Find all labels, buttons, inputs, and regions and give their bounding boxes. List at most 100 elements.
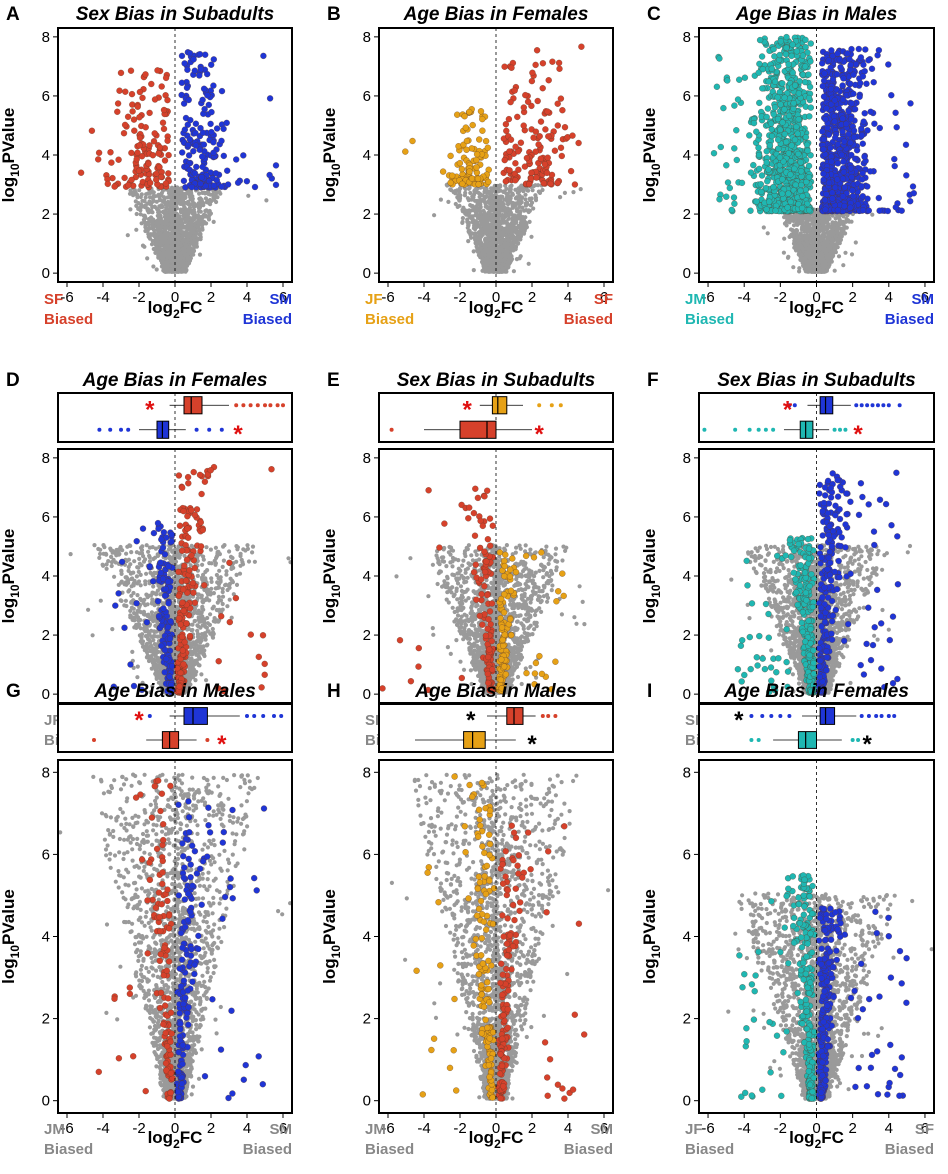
background-point bbox=[485, 222, 490, 227]
sig-point bbox=[474, 175, 482, 182]
sig-point bbox=[508, 64, 515, 71]
sig-point bbox=[545, 77, 552, 84]
x-tick-label: -4 bbox=[96, 289, 109, 306]
background-point bbox=[491, 231, 496, 236]
background-point bbox=[160, 247, 166, 252]
background-point bbox=[471, 268, 476, 273]
x-tick-label: -2 bbox=[453, 289, 466, 306]
sig-point bbox=[178, 79, 186, 86]
sig-point bbox=[468, 145, 475, 152]
sig-point bbox=[95, 156, 102, 163]
sig-point bbox=[554, 122, 561, 129]
points-layer bbox=[710, 33, 917, 274]
background-point bbox=[468, 190, 473, 196]
sig-point bbox=[218, 137, 225, 145]
background-point bbox=[510, 213, 516, 218]
background-point bbox=[166, 254, 171, 259]
background-point bbox=[162, 232, 167, 237]
background-point bbox=[495, 230, 500, 235]
background-point bbox=[797, 266, 802, 271]
sig-point bbox=[108, 159, 115, 166]
sig-point bbox=[185, 96, 192, 104]
sig-point bbox=[154, 67, 161, 74]
sig-point bbox=[554, 179, 561, 187]
background-point bbox=[180, 246, 185, 252]
background-point bbox=[482, 210, 487, 215]
background-point bbox=[203, 191, 208, 196]
sig-point bbox=[524, 98, 532, 105]
sig-point bbox=[210, 149, 217, 156]
background-point bbox=[196, 209, 202, 214]
sig-point bbox=[515, 166, 522, 173]
background-point bbox=[140, 198, 145, 203]
sig-point bbox=[543, 169, 551, 177]
sig-point bbox=[240, 152, 247, 159]
sig-point bbox=[234, 179, 242, 186]
background-point bbox=[517, 256, 522, 261]
background-point bbox=[134, 211, 139, 217]
sig-point bbox=[512, 177, 519, 184]
background-point bbox=[530, 188, 535, 193]
sig-point bbox=[150, 138, 158, 145]
background-point bbox=[168, 210, 173, 215]
sig-point bbox=[165, 170, 172, 177]
y-label-sub: 10 bbox=[329, 163, 343, 177]
x-tick-label: 4 bbox=[564, 289, 572, 306]
background-point bbox=[196, 215, 202, 220]
background-point bbox=[833, 216, 838, 221]
background-point bbox=[153, 250, 158, 255]
background-point bbox=[821, 230, 826, 235]
sig-point bbox=[159, 119, 167, 126]
background-point bbox=[510, 200, 515, 205]
sig-point bbox=[506, 167, 513, 174]
background-point bbox=[460, 216, 465, 221]
background-point bbox=[151, 217, 156, 222]
background-point bbox=[791, 241, 797, 246]
sig-point bbox=[463, 137, 471, 145]
background-point bbox=[765, 231, 770, 236]
background-point bbox=[213, 193, 218, 198]
background-point bbox=[197, 232, 202, 237]
sig-point bbox=[535, 141, 542, 148]
background-point bbox=[504, 269, 509, 274]
background-point bbox=[200, 214, 205, 219]
background-point bbox=[191, 207, 196, 212]
x-tick-label: 4 bbox=[243, 289, 251, 306]
sig-point bbox=[164, 137, 171, 144]
sig-point bbox=[272, 162, 280, 169]
background-point bbox=[175, 256, 180, 261]
sig-point bbox=[571, 181, 579, 188]
sig-point bbox=[196, 146, 203, 153]
background-point bbox=[166, 247, 171, 252]
sig-point bbox=[151, 96, 159, 103]
background-point bbox=[512, 246, 518, 251]
sig-point bbox=[115, 156, 122, 163]
sig-point bbox=[477, 108, 485, 115]
background-point bbox=[495, 212, 500, 217]
background-point bbox=[154, 245, 159, 250]
background-point bbox=[178, 269, 183, 274]
points-layer bbox=[77, 49, 280, 274]
sig-point bbox=[557, 144, 565, 151]
sig-point bbox=[204, 92, 211, 99]
sig-point bbox=[210, 182, 218, 189]
background-point bbox=[457, 203, 462, 208]
background-point bbox=[477, 206, 482, 212]
background-point bbox=[473, 227, 478, 232]
background-point bbox=[172, 253, 177, 258]
background-point bbox=[497, 208, 502, 213]
background-point bbox=[181, 268, 187, 273]
background-point bbox=[489, 187, 494, 192]
sig-point bbox=[134, 103, 141, 110]
background-point bbox=[246, 193, 251, 198]
background-point bbox=[513, 218, 518, 223]
sig-point bbox=[243, 178, 251, 185]
sig-point bbox=[146, 109, 153, 117]
background-point bbox=[463, 190, 468, 195]
sig-point bbox=[544, 108, 551, 115]
background-point bbox=[488, 260, 493, 265]
sig-point bbox=[181, 60, 188, 67]
background-point bbox=[499, 268, 504, 273]
x-label-sub: 2 bbox=[173, 307, 180, 321]
y-tick-label: 6 bbox=[363, 88, 371, 105]
